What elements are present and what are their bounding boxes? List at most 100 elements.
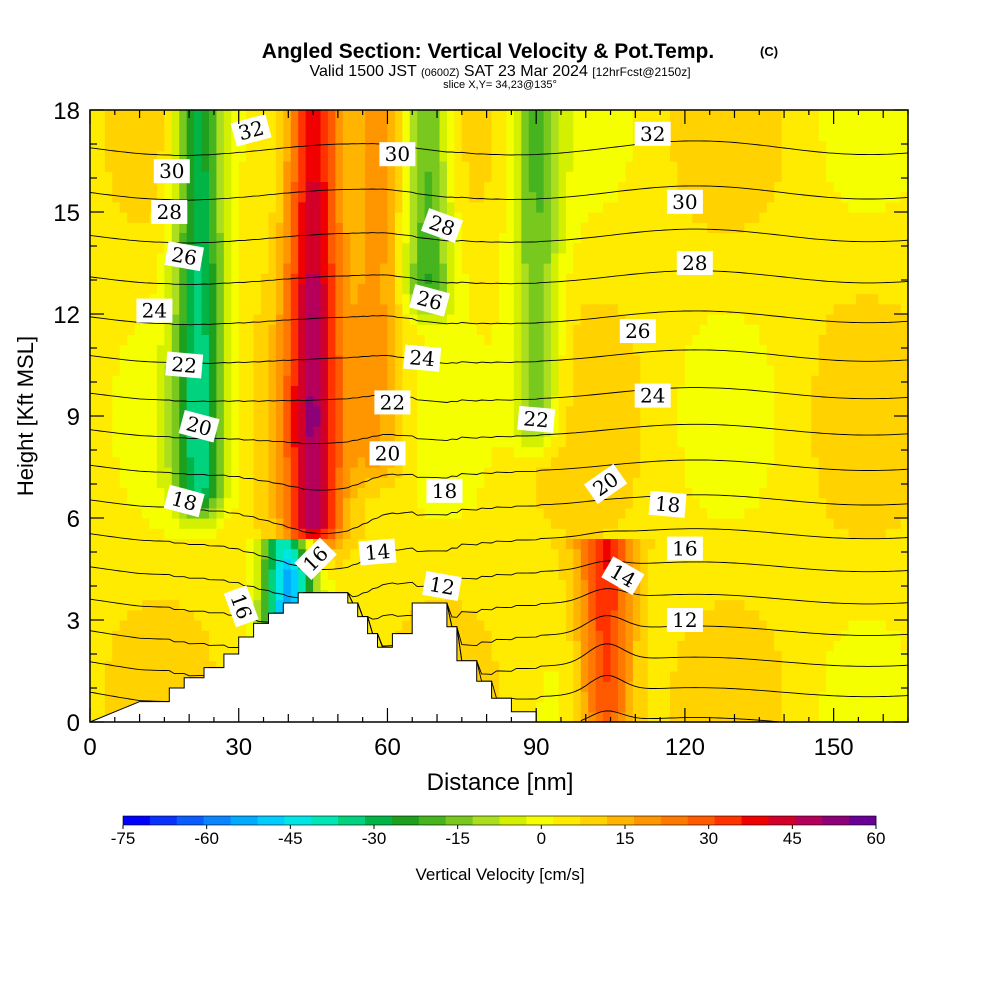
contour-label: 24 <box>634 383 671 408</box>
contour-label-text: 22 <box>380 390 405 414</box>
contour-label-text: 12 <box>427 572 456 600</box>
valid-time: Valid 1500 JST <box>309 63 417 80</box>
contour-label: 22 <box>165 351 204 379</box>
x-tick-label: 0 <box>83 734 96 761</box>
contour-label: 30 <box>666 189 703 214</box>
contour-label: 18 <box>648 490 687 518</box>
theta-contour-11 <box>580 710 780 722</box>
colorbar-swatch <box>445 816 473 825</box>
chart-title: Angled Section: Vertical Velocity & Pot.… <box>262 40 714 63</box>
colorbar-swatch <box>203 816 231 825</box>
colorbar-swatch <box>311 816 339 825</box>
contour-label: 28 <box>151 200 188 224</box>
colorbar-swatch <box>633 816 662 825</box>
colorbar-swatch <box>660 816 689 825</box>
colorbar-swatch <box>284 816 312 825</box>
colorbar-swatch <box>822 816 850 825</box>
colorbar-tick-label: 60 <box>867 829 886 848</box>
y-tick-label: 0 <box>67 710 80 737</box>
theta-contour-26 <box>90 185 908 201</box>
contour-label-text: 26 <box>170 242 199 270</box>
colorbar-swatch <box>795 816 823 825</box>
colorbar-swatch <box>714 816 742 825</box>
contour-label-text: 30 <box>385 142 410 166</box>
theta-contour-15 <box>90 588 908 623</box>
contour-label: 28 <box>676 251 713 275</box>
contour-label-text: 12 <box>672 608 697 632</box>
colorbar-tick-label: 30 <box>699 829 718 848</box>
colorbar-tick-label: -45 <box>278 829 303 848</box>
colorbar-label: Vertical Velocity [cm/s] <box>415 865 584 884</box>
theta-contour-16 <box>90 560 908 599</box>
colorbar-swatch <box>257 816 285 825</box>
colorbar-tick-label: -15 <box>445 829 470 848</box>
contour-label: 20 <box>369 441 406 466</box>
colorbar-tick-label: 45 <box>783 829 802 848</box>
colorbar-tick-label: 0 <box>537 829 546 848</box>
y-axis-label: Height [Kft MSL] <box>13 336 38 496</box>
theta-contour-25 <box>90 228 908 244</box>
theta-contour-27 <box>90 140 908 156</box>
x-axis-label: Distance [nm] <box>427 769 574 796</box>
x-tick-label: 90 <box>523 734 550 761</box>
contour-label: 30 <box>153 159 190 184</box>
theta-contour-24 <box>90 270 908 286</box>
colorbar-swatch <box>418 816 447 825</box>
theta-contour-22 <box>90 349 908 365</box>
contour-label: 22 <box>374 390 411 415</box>
colorbar-tick-labels: -75 -60 -45 -30 -15 0 15 30 45 60 <box>111 829 886 848</box>
contour-label: 26 <box>164 241 205 272</box>
contour-label: 12 <box>422 571 462 601</box>
contour-label: 26 <box>619 319 656 343</box>
colorbar-tick-label: -60 <box>194 829 219 848</box>
colorbar-swatch <box>472 816 500 825</box>
contour-label: 12 <box>666 608 703 632</box>
contour-label-text: 26 <box>625 319 650 343</box>
colorbar-swatch <box>607 816 635 825</box>
chart-subtitle: Valid 1500 JST (0600Z) SAT 23 Mar 2024 [… <box>309 63 690 80</box>
contour-label-text: 24 <box>142 299 167 323</box>
theta-contour-20 <box>90 423 908 445</box>
colorbar-tick-label: 15 <box>616 829 635 848</box>
y-tick-label: 18 <box>53 98 80 125</box>
colorbar-swatch <box>230 816 258 825</box>
colorbar-tick-label: -30 <box>362 829 387 848</box>
contour-label-text: 14 <box>364 539 391 565</box>
axis-ticks <box>89 109 909 723</box>
theta-contour-14 <box>90 592 908 649</box>
contour-label: 22 <box>517 405 556 433</box>
chart-title-tag: (C) <box>760 44 778 59</box>
colorbar <box>122 815 877 829</box>
contour-label-text: 18 <box>654 491 681 517</box>
theta-contour-23 <box>90 310 908 326</box>
theta-contour-28 <box>90 94 908 109</box>
contour-label: 20 <box>178 409 220 443</box>
x-tick-label: 60 <box>374 734 401 761</box>
colorbar-tick-label: -75 <box>111 829 136 848</box>
contour-label-text: 22 <box>522 406 549 432</box>
colorbar-swatch <box>499 816 527 825</box>
valid-date: SAT 23 Mar 2024 <box>464 63 588 80</box>
contour-label-text: 30 <box>672 190 697 214</box>
contour-label-text: 18 <box>432 479 457 503</box>
terrain-layer <box>89 592 908 723</box>
contour-label: 24 <box>136 298 173 323</box>
contour-label-text: 32 <box>640 122 665 146</box>
y-tick-label: 12 <box>53 302 80 329</box>
x-tick-label: 120 <box>665 734 705 761</box>
contour-label: 16 <box>666 536 703 561</box>
x-tick-labels: 0 30 60 90 120 150 <box>83 734 853 761</box>
contour-label: 32 <box>230 114 272 147</box>
colorbar-swatch <box>365 816 393 825</box>
forecast-info: [12hrFcst@2150z] <box>592 65 690 79</box>
contour-label-text: 30 <box>159 159 184 183</box>
contour-label: 14 <box>358 538 397 566</box>
colorbar-swatch <box>176 816 205 825</box>
colorbar-swatch <box>338 816 366 825</box>
contour-label: 18 <box>426 478 463 503</box>
y-tick-label: 9 <box>67 404 80 431</box>
contour-label: 30 <box>379 142 416 167</box>
y-tick-label: 15 <box>53 200 80 227</box>
slice-info: slice X,Y= 34,23@135° <box>443 79 557 91</box>
